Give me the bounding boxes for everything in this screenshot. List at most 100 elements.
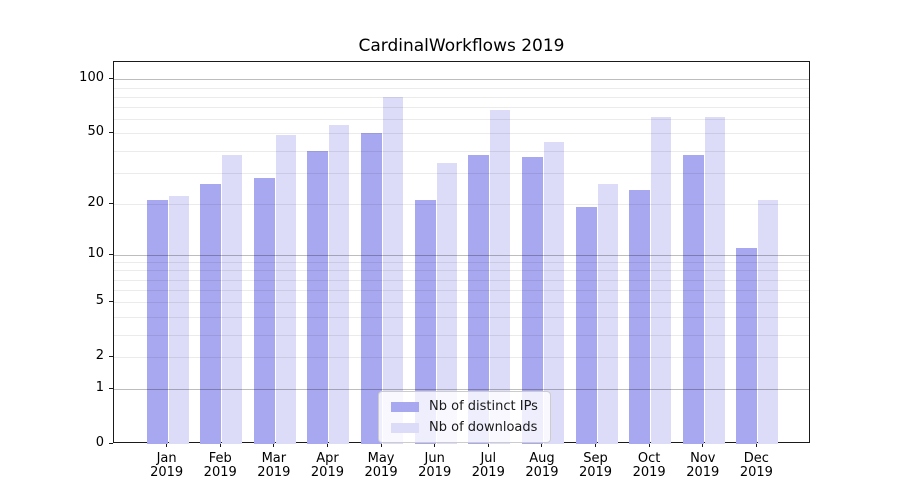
- x-tick-label-month: Feb: [208, 451, 232, 466]
- minor-gridline-8: [114, 270, 809, 272]
- x-tick-label-feb: Feb 2019: [188, 452, 252, 480]
- x-tick-feb: [219, 443, 221, 447]
- x-tick-apr: [326, 443, 328, 447]
- legend-label-distinct-ips: Nb of distinct IPs: [429, 399, 538, 414]
- chart-title: CardinalWorkflows 2019: [358, 36, 565, 56]
- bar-downloads-jun: [436, 163, 457, 444]
- bar-distinct-ips-jul: [468, 154, 490, 444]
- bar-distinct-ips-apr: [307, 150, 329, 444]
- bar-downloads-feb: [222, 154, 243, 444]
- x-tick-label-month: Dec: [743, 451, 769, 466]
- legend-item-downloads: Nb of downloads: [391, 419, 538, 436]
- x-tick-label-year: 2019: [203, 465, 237, 480]
- x-tick-label-month: Mar: [261, 451, 287, 466]
- legend: Nb of distinct IPs Nb of downloads: [378, 391, 551, 443]
- y-tick-20: [109, 202, 113, 204]
- x-tick-label-month: Jan: [156, 451, 177, 466]
- legend-swatch-downloads: [391, 422, 419, 433]
- bar-distinct-ips-aug: [521, 156, 543, 444]
- bar-distinct-ips-nov: [682, 154, 704, 444]
- x-tick-dec: [755, 443, 757, 447]
- x-tick-sep: [595, 443, 597, 447]
- bar-downloads-aug: [543, 141, 564, 444]
- legend-item-distinct-ips: Nb of distinct IPs: [391, 398, 538, 415]
- y-tick-label-0: 0: [95, 435, 104, 450]
- bar-downloads-dec: [758, 199, 779, 444]
- x-tick-aug: [541, 443, 543, 447]
- x-tick-label-may: May 2019: [349, 452, 413, 480]
- minor-gridline-40: [114, 150, 809, 152]
- plot-area: Nb of distinct IPs Nb of downloads: [113, 61, 810, 444]
- x-tick-label-jan: Jan 2019: [135, 452, 199, 480]
- bar-downloads-oct: [651, 116, 672, 444]
- x-tick-label-month: Apr: [316, 451, 339, 466]
- x-tick-jan: [166, 443, 168, 447]
- legend-label-downloads: Nb of downloads: [429, 420, 538, 435]
- x-tick-label-month: Aug: [529, 451, 555, 466]
- bar-downloads-apr: [329, 124, 350, 444]
- x-tick-label-year: 2019: [418, 465, 452, 480]
- y-tick-100: [109, 78, 113, 80]
- x-tick-jun: [434, 443, 436, 447]
- x-tick-label-year: 2019: [150, 465, 184, 480]
- minor-gridline-2: [114, 357, 809, 359]
- x-tick-label-dec: Dec 2019: [724, 452, 788, 480]
- bar-downloads-jul: [490, 109, 511, 444]
- minor-gridline-7: [114, 279, 809, 281]
- minor-gridline-90: [114, 87, 809, 89]
- x-tick-label-year: 2019: [632, 465, 666, 480]
- x-tick-may: [380, 443, 382, 447]
- minor-gridline-9: [114, 262, 809, 264]
- bar-distinct-ips-jun: [414, 199, 436, 444]
- minor-gridline-80: [114, 96, 809, 98]
- major-gridline-1: [114, 389, 809, 391]
- x-tick-label-year: 2019: [310, 465, 344, 480]
- y-tick-label-20: 20: [87, 194, 104, 210]
- minor-gridline-60: [114, 119, 809, 121]
- y-tick-1: [109, 388, 113, 390]
- y-tick-label-50: 50: [87, 124, 104, 140]
- minor-gridline-50: [114, 133, 809, 135]
- y-tick-2: [109, 356, 113, 358]
- bar-distinct-ips-feb: [200, 183, 222, 444]
- x-tick-label-month: Sep: [583, 451, 608, 466]
- bar-distinct-ips-may: [361, 133, 383, 444]
- x-tick-label-sep: Sep 2019: [564, 452, 628, 480]
- x-tick-label-year: 2019: [257, 465, 291, 480]
- x-tick-label-year: 2019: [578, 465, 613, 480]
- bar-distinct-ips-dec: [736, 247, 758, 444]
- x-tick-label-month: Jun: [424, 451, 445, 466]
- x-tick-label-year: 2019: [686, 465, 720, 480]
- minor-gridline-3: [114, 334, 809, 336]
- major-gridline-10: [114, 254, 809, 256]
- y-tick-label-1: 1: [95, 380, 104, 396]
- y-tick-0: [109, 443, 113, 444]
- major-gridline-100: [114, 79, 809, 81]
- y-tick-50: [109, 132, 113, 134]
- bar-downloads-jan: [168, 196, 189, 444]
- bar-distinct-ips-mar: [253, 178, 275, 444]
- minor-gridline-4: [114, 316, 809, 318]
- x-tick-label-year: 2019: [739, 465, 773, 480]
- legend-swatch-distinct-ips: [391, 401, 419, 412]
- bar-distinct-ips-sep: [575, 207, 597, 444]
- bar-downloads-sep: [597, 183, 618, 444]
- bar-downloads-may: [383, 96, 404, 444]
- bar-downloads-mar: [275, 135, 296, 444]
- minor-gridline-70: [114, 107, 809, 109]
- y-tick-10: [109, 253, 113, 255]
- y-tick-5: [109, 301, 113, 303]
- x-tick-label-nov: Nov 2019: [671, 452, 735, 480]
- x-tick-label-mar: Mar 2019: [242, 452, 306, 480]
- x-tick-label-year: 2019: [525, 465, 559, 480]
- x-tick-label-year: 2019: [364, 465, 398, 480]
- x-tick-label-apr: Apr 2019: [295, 452, 359, 480]
- bar-distinct-ips-jan: [146, 199, 168, 444]
- x-tick-jul: [487, 443, 489, 447]
- x-tick-label-month: Jul: [480, 451, 497, 466]
- x-tick-oct: [648, 443, 650, 447]
- y-tick-label-100: 100: [79, 70, 104, 86]
- x-tick-label-aug: Aug 2019: [510, 452, 574, 480]
- x-tick-nov: [702, 443, 704, 447]
